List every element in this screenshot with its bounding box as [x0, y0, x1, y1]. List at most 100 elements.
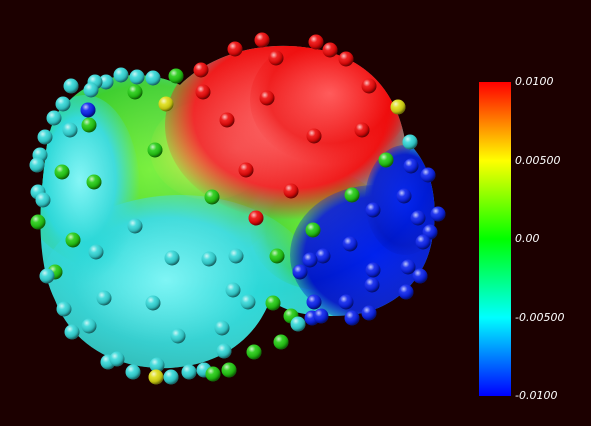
atom-sphere	[365, 262, 381, 278]
atom-sphere	[170, 328, 186, 344]
atom-sphere	[83, 82, 99, 98]
atom-sphere	[402, 134, 418, 150]
atom-sphere	[195, 84, 211, 100]
atom-sphere	[46, 110, 62, 126]
atom-sphere	[204, 189, 220, 205]
atom-sphere	[221, 362, 237, 378]
atom-sphere	[125, 364, 141, 380]
atom-sphere	[228, 248, 244, 264]
atom-sphere	[113, 67, 129, 83]
atom-sphere	[88, 244, 104, 260]
atom-sphere	[225, 282, 241, 298]
atom-sphere	[269, 248, 285, 264]
atom-sphere	[240, 294, 256, 310]
atom-sphere	[238, 162, 254, 178]
atom-sphere	[246, 344, 262, 360]
atom-sphere	[55, 96, 71, 112]
atom-sphere	[227, 41, 243, 57]
atom-sphere	[145, 295, 161, 311]
atom-sphere	[308, 34, 324, 50]
color-scale-tick-label: -0.0100	[515, 389, 558, 402]
atom-sphere	[315, 248, 331, 264]
color-scale-tick-label: -0.00500	[515, 310, 565, 324]
atom-sphere	[344, 187, 360, 203]
atom-sphere	[338, 51, 354, 67]
atom-sphere	[283, 183, 299, 199]
atom-sphere	[364, 277, 380, 293]
atom-sphere	[313, 308, 329, 324]
atom-sphere	[292, 264, 308, 280]
atom-sphere	[30, 214, 46, 230]
atom-sphere	[65, 232, 81, 248]
atom-sphere	[305, 222, 321, 238]
color-scale-tick-label: 0.0100	[515, 75, 554, 88]
atom-sphere	[420, 167, 436, 183]
atom-sphere	[398, 284, 414, 300]
atom-sphere	[302, 252, 318, 268]
atom-spheres	[29, 32, 446, 385]
atom-sphere	[361, 78, 377, 94]
atom-sphere	[412, 268, 428, 284]
atom-sphere	[273, 334, 289, 350]
atom-sphere	[306, 294, 322, 310]
atom-sphere	[365, 202, 381, 218]
color-scale-tick-label: 0.00	[515, 232, 540, 245]
atom-sphere	[163, 369, 179, 385]
atom-sphere	[430, 206, 446, 222]
atom-sphere	[181, 364, 197, 380]
atom-sphere	[216, 343, 232, 359]
atom-sphere	[127, 84, 143, 100]
atom-sphere	[37, 129, 53, 145]
atom-sphere	[378, 152, 394, 168]
atom-sphere	[361, 305, 377, 321]
atom-sphere	[29, 157, 45, 173]
atom-sphere	[400, 259, 416, 275]
atom-sphere	[147, 142, 163, 158]
atom-sphere	[354, 122, 370, 138]
atom-sphere	[193, 62, 209, 78]
atom-sphere	[254, 32, 270, 48]
atom-sphere	[164, 250, 180, 266]
atom-sphere	[403, 158, 419, 174]
atom-sphere	[81, 318, 97, 334]
atom-sphere	[98, 74, 114, 90]
atom-sphere	[149, 357, 165, 373]
atom-sphere	[306, 128, 322, 144]
atom-sphere	[338, 294, 354, 310]
atom-sphere	[259, 90, 275, 106]
atom-sphere	[265, 295, 281, 311]
atom-sphere	[81, 117, 97, 133]
atom-sphere	[63, 78, 79, 94]
atom-sphere	[342, 236, 358, 252]
atom-sphere	[322, 42, 338, 58]
atom-sphere	[201, 251, 217, 267]
atom-sphere	[219, 112, 235, 128]
atom-sphere	[96, 290, 112, 306]
atom-sphere	[396, 188, 412, 204]
atom-sphere	[64, 324, 80, 340]
atom-sphere	[56, 301, 72, 317]
atom-sphere	[390, 99, 406, 115]
atom-sphere	[158, 96, 174, 112]
atom-sphere	[145, 70, 161, 86]
atom-sphere	[127, 218, 143, 234]
atom-sphere	[86, 174, 102, 190]
atom-sphere	[39, 268, 55, 284]
atom-sphere	[214, 320, 230, 336]
atom-sphere	[248, 210, 264, 226]
atom-sphere	[290, 316, 306, 332]
color-scale-bar	[479, 82, 511, 396]
atom-sphere	[35, 192, 51, 208]
atom-sphere	[415, 234, 431, 250]
atom-sphere	[62, 122, 78, 138]
atom-sphere	[410, 210, 426, 226]
atom-sphere	[344, 310, 360, 326]
atom-sphere	[80, 102, 96, 118]
atom-sphere	[205, 366, 221, 382]
atom-sphere	[168, 68, 184, 84]
atom-sphere	[148, 369, 164, 385]
atom-sphere	[129, 69, 145, 85]
atom-sphere	[109, 351, 125, 367]
